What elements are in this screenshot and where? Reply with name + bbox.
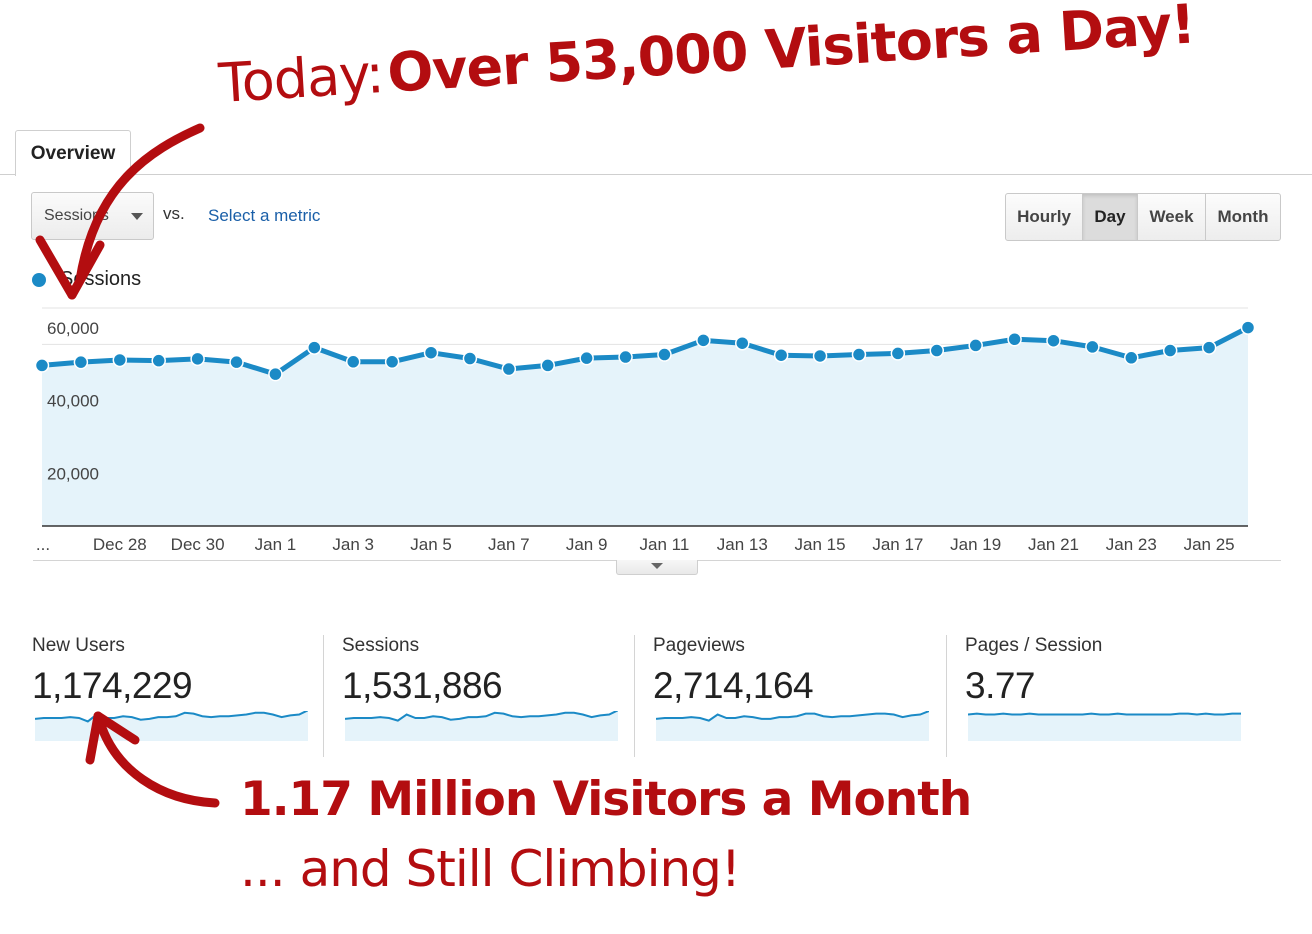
data-point — [34, 358, 50, 373]
legend-label: Sessions — [60, 268, 142, 290]
scorecard-value[interactable]: 2,714,164 — [653, 665, 814, 706]
granularity-week-button[interactable]: Week — [1137, 193, 1206, 241]
data-point — [579, 350, 594, 366]
data-point — [307, 340, 322, 355]
data-point — [540, 358, 555, 373]
chart-collapse-toggle[interactable] — [616, 560, 698, 575]
bottom-annotation-line1: 1.17 Million Visitors a Month — [240, 772, 972, 827]
sessions-area — [42, 327, 1248, 526]
y-tick-label: 60,000 — [47, 319, 99, 338]
scorecard-value[interactable]: 1,174,229 — [32, 665, 193, 706]
x-tick-label: Jan 25 — [1184, 535, 1235, 554]
sparkline-line — [656, 711, 929, 722]
data-point — [501, 361, 517, 377]
x-tick-label: Dec 30 — [171, 535, 225, 554]
scorecard-value[interactable]: 1,531,886 — [342, 665, 503, 706]
scorecard-label: Pages / Session — [965, 635, 1103, 656]
y-tick-label: 20,000 — [47, 464, 99, 483]
legend-dot — [32, 273, 46, 287]
data-point — [618, 349, 633, 365]
sparkline-line — [35, 711, 308, 723]
x-tick-label: Jan 21 — [1028, 535, 1079, 554]
sparkline-line — [968, 712, 1241, 716]
select-metric-link[interactable]: Select a metric — [208, 206, 321, 225]
x-tick-label: Jan 13 — [717, 535, 768, 554]
data-point — [1046, 333, 1061, 348]
x-tick-label: Dec 28 — [93, 535, 147, 554]
data-point — [268, 366, 283, 382]
scorecard-label: Sessions — [342, 635, 420, 656]
x-tick-label: Jan 15 — [795, 535, 846, 554]
data-point — [968, 338, 983, 353]
x-tick-label: ... — [36, 535, 50, 554]
scorecard-value[interactable]: 3.77 — [965, 665, 1036, 706]
data-point — [462, 351, 478, 366]
scorecard-sparkline — [968, 712, 1241, 741]
data-point — [1201, 340, 1217, 355]
data-point — [890, 346, 906, 361]
x-tick-label: Jan 7 — [488, 535, 530, 554]
data-point — [384, 354, 400, 370]
data-point — [1162, 343, 1178, 358]
data-point — [73, 354, 89, 370]
sparkline-area — [35, 711, 308, 741]
x-tick-label: Jan 1 — [255, 535, 297, 554]
vs-label: vs. — [163, 204, 185, 223]
headline-prefix: Today: — [216, 42, 385, 115]
metric-select[interactable]: Sessions — [31, 192, 154, 240]
granularity-month-button[interactable]: Month — [1205, 193, 1281, 241]
sparkline-line — [345, 711, 618, 722]
y-tick-label: 40,000 — [47, 392, 99, 411]
x-tick-label: Jan 17 — [872, 535, 923, 554]
sparkline-area — [656, 711, 929, 741]
data-point — [735, 335, 750, 351]
scorecard-divider — [634, 635, 635, 757]
chevron-down-icon — [651, 563, 663, 569]
granularity-hourly-button[interactable]: Hourly — [1005, 193, 1083, 241]
scorecard-label: New Users — [32, 635, 125, 656]
data-point — [112, 352, 128, 368]
headline-annotation: Today: Over 53,000 Visitors a Day! — [217, 0, 1301, 152]
data-point — [773, 347, 789, 363]
metric-select-value: Sessions — [44, 207, 109, 224]
bottom-annotation-line2: ... and Still Climbing! — [240, 840, 741, 898]
tab-divider — [0, 174, 1312, 175]
data-point — [657, 347, 672, 362]
x-tick-label: Jan 3 — [332, 535, 374, 554]
data-point — [190, 351, 205, 367]
data-point — [423, 345, 439, 360]
scorecard-sparkline — [35, 711, 308, 741]
headline-emphasis: Over 53,000 Visitors a Day! — [385, 0, 1197, 105]
sparkline-area — [345, 711, 618, 741]
scorecard-divider — [323, 635, 324, 757]
data-point — [1124, 350, 1139, 366]
scorecard-label: Pageviews — [653, 635, 745, 656]
data-point — [1240, 320, 1256, 335]
sessions-chart: 60,000 40,000 20,000... Dec 28 Dec 30 Jan 1 Ja… — [34, 307, 1256, 554]
tab-overview[interactable]: Overview — [15, 130, 131, 176]
data-point — [1085, 339, 1100, 355]
data-point — [812, 348, 828, 364]
x-tick-label: Jan 5 — [410, 535, 452, 554]
data-point — [345, 354, 361, 370]
data-point — [929, 343, 945, 358]
data-point — [229, 354, 244, 370]
scorecard-sparkline — [345, 711, 618, 741]
scorecard-sparkline — [656, 711, 929, 741]
chevron-down-icon — [131, 213, 143, 220]
x-tick-label: Jan 9 — [566, 535, 608, 554]
data-point — [851, 347, 867, 362]
sparkline-area — [968, 713, 1241, 741]
scorecard-divider — [946, 635, 947, 757]
x-tick-label: Jan 23 — [1106, 535, 1157, 554]
x-tick-label: Jan 11 — [640, 535, 690, 554]
data-point — [1007, 331, 1022, 347]
granularity-day-button[interactable]: Day — [1082, 193, 1138, 241]
x-tick-label: Jan 19 — [950, 535, 1001, 554]
data-point — [696, 333, 711, 348]
data-point — [151, 353, 166, 368]
